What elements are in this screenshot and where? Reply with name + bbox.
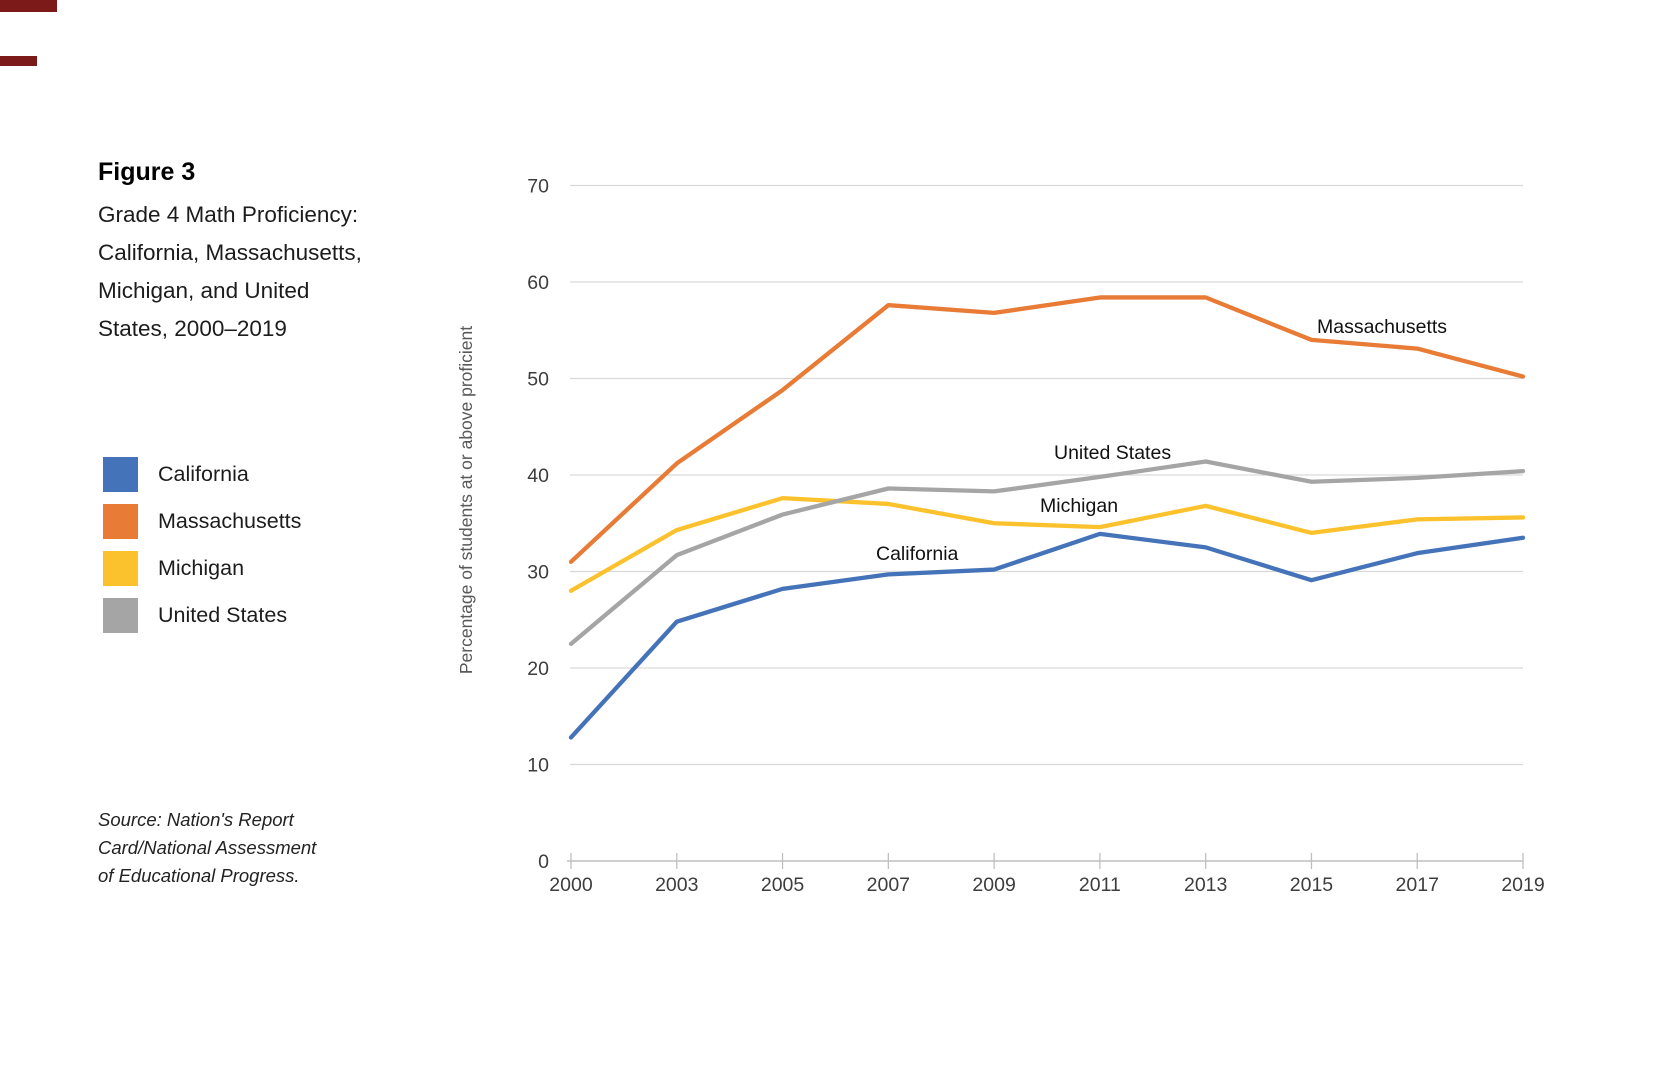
page-edge-artifact-top — [0, 0, 57, 12]
series-label-massachusetts: Massachusetts — [1317, 316, 1447, 338]
source-line-2: Card/National Assessment — [98, 837, 317, 858]
source-note: Source: Nation's Report Card/National As… — [98, 806, 316, 890]
x-tick-label-2013: 2013 — [1184, 874, 1227, 896]
legend-swatch-california — [103, 457, 138, 492]
y-tick-label-60: 60 — [527, 272, 549, 294]
y-tick-label-0: 0 — [538, 851, 549, 873]
page-edge-artifact-second — [0, 56, 37, 66]
x-tick-label-2015: 2015 — [1290, 874, 1334, 896]
y-tick-label-20: 20 — [527, 658, 549, 680]
x-tick-label-2009: 2009 — [972, 874, 1015, 896]
figure-label: Figure 3 — [98, 158, 196, 186]
series-line-michigan — [568, 496, 1526, 593]
legend-swatch-michigan — [103, 551, 138, 586]
legend-item-united-states: United States — [103, 598, 301, 633]
y-tick-label-10: 10 — [527, 755, 549, 777]
series-line-united-states — [568, 459, 1526, 647]
legend-label-michigan: Michigan — [158, 556, 245, 580]
legend-swatch-massachusetts — [103, 504, 138, 539]
legend-swatch-united-states — [103, 598, 138, 633]
figure-title: Grade 4 Math Proficiency: California, Ma… — [98, 196, 362, 348]
x-tick-label-2007: 2007 — [867, 874, 910, 896]
series-line-massachusetts — [568, 295, 1526, 564]
figure-title-line-2: California, Massachusetts, — [98, 240, 362, 265]
figure-title-line-1: Grade 4 Math Proficiency: — [98, 202, 359, 227]
source-line-1: Source: Nation's Report — [98, 809, 294, 830]
figure-title-line-3: Michigan, and United — [98, 278, 310, 303]
series-label-california: California — [876, 543, 959, 565]
legend-item-california: California — [103, 457, 301, 492]
x-tick-label-2017: 2017 — [1396, 874, 1439, 896]
y-axis-title: Percentage of students at or above profi… — [456, 326, 476, 674]
source-line-3: of Educational Progress. — [98, 865, 300, 886]
legend-label-united-states: United States — [158, 603, 288, 627]
x-tick-label-2005: 2005 — [761, 874, 805, 896]
series-line-california — [568, 531, 1526, 740]
y-tick-label-50: 50 — [527, 369, 549, 391]
x-tick-label-2000: 2000 — [549, 874, 593, 896]
chart-legend: California Massachusetts Michigan United… — [103, 457, 301, 645]
series-label-united-states: United States — [1054, 442, 1171, 464]
y-tick-label-30: 30 — [527, 562, 549, 584]
legend-item-massachusetts: Massachusetts — [103, 504, 301, 539]
legend-item-michigan: Michigan — [103, 551, 301, 586]
legend-label-massachusetts: Massachusetts — [158, 509, 302, 533]
x-tick-label-2003: 2003 — [655, 874, 698, 896]
figure-title-line-4: States, 2000–2019 — [98, 316, 287, 341]
series-label-michigan: Michigan — [1040, 495, 1118, 517]
y-tick-label-40: 40 — [527, 465, 549, 487]
x-tick-label-2011: 2011 — [1079, 874, 1121, 896]
y-tick-label-70: 70 — [527, 176, 549, 198]
x-tick-label-2019: 2019 — [1501, 874, 1544, 896]
legend-label-california: California — [158, 462, 249, 486]
